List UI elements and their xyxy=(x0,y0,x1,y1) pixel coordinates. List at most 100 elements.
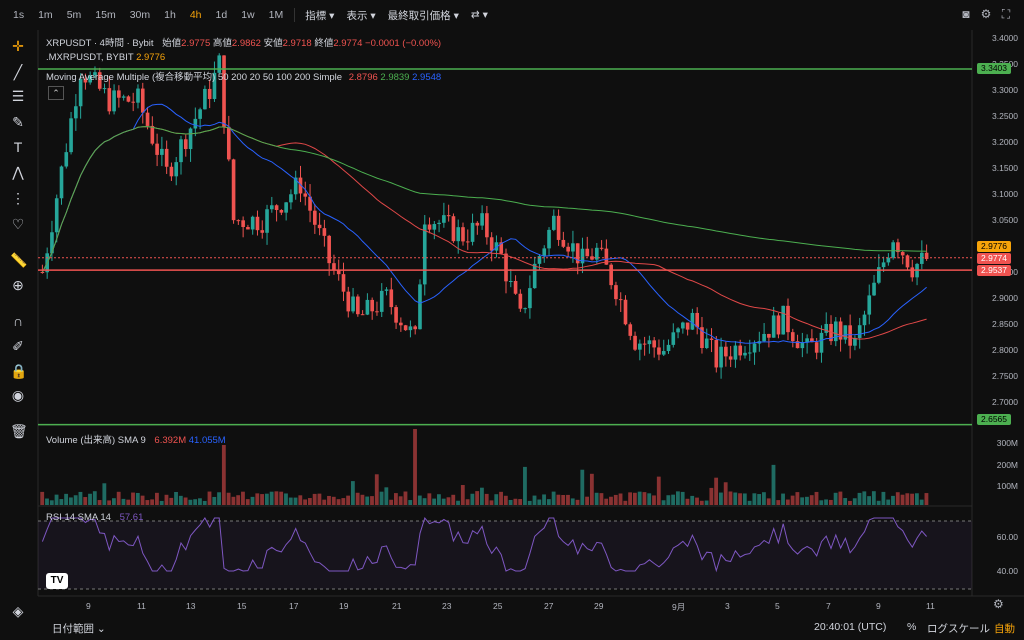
timeframe-30m[interactable]: 30m xyxy=(129,9,151,21)
timeframe-5m[interactable]: 5m xyxy=(66,9,82,21)
candle-body xyxy=(341,274,346,292)
volume-bar xyxy=(618,493,623,505)
volume-bar xyxy=(532,495,537,505)
ma-legend: Moving Average Multiple (複合移動平均) 50 200 … xyxy=(46,72,442,83)
percent-toggle[interactable]: % xyxy=(907,621,917,633)
candle-body xyxy=(532,263,537,289)
auto-scale-toggle[interactable]: 自動 xyxy=(994,623,1015,635)
volume-bar xyxy=(566,494,570,505)
timeframe-15m[interactable]: 15m xyxy=(95,9,116,21)
volume-bar xyxy=(298,495,303,505)
candle-body xyxy=(795,341,800,349)
volume-bar xyxy=(40,491,45,505)
timeframe-1h[interactable]: 1h xyxy=(164,9,176,21)
candle-body xyxy=(838,321,843,340)
candle-body xyxy=(164,148,169,167)
forecast-icon[interactable]: ⋮ xyxy=(11,190,25,206)
volume-bar xyxy=(241,491,245,505)
volume-bar xyxy=(637,491,642,505)
layers-icon[interactable]: ◈ xyxy=(12,603,24,619)
settings-icon[interactable]: ⚙ xyxy=(980,7,992,21)
heart-icon[interactable]: ♡ xyxy=(11,216,25,232)
candle-body xyxy=(886,257,891,263)
log-scale-toggle[interactable]: ログスケール xyxy=(927,623,990,635)
candle-body xyxy=(198,109,202,119)
volume-bar xyxy=(293,497,298,505)
timeframe-1s[interactable]: 1s xyxy=(13,9,25,21)
candle-body xyxy=(747,352,752,354)
volume-bar xyxy=(570,498,575,505)
compare-icon[interactable]: ⇄ ▾ xyxy=(470,9,488,21)
volume-bar xyxy=(432,498,437,505)
timeframe-1d[interactable]: 1d xyxy=(215,9,228,21)
collapse-legend-icon[interactable]: ⌃ xyxy=(48,86,64,100)
brush-icon[interactable]: ✎ xyxy=(12,114,24,130)
volume-bar xyxy=(795,492,800,505)
volume-bar xyxy=(155,492,159,505)
ma-200-line xyxy=(41,126,927,273)
volume-bar xyxy=(489,500,494,505)
fullscreen-icon[interactable]: ⛶ xyxy=(1001,7,1011,21)
eye-icon[interactable]: ◉ xyxy=(11,387,25,403)
volume-bar xyxy=(900,494,905,505)
timeframe-4h[interactable]: 4h xyxy=(189,9,202,21)
zoom-in-icon[interactable]: ⊕ xyxy=(12,277,24,293)
candle-body xyxy=(580,248,585,264)
volume-bar xyxy=(537,499,542,505)
candle-body xyxy=(676,328,680,333)
candle-body xyxy=(489,237,494,251)
volume-bar xyxy=(699,500,704,505)
volume-bar xyxy=(408,500,413,505)
candle-body xyxy=(724,346,728,357)
candle-body xyxy=(733,345,738,360)
timeframe-1m[interactable]: 1m xyxy=(38,9,53,21)
price-tick: 3.4000 xyxy=(992,33,1018,43)
timeframe-1M[interactable]: 1M xyxy=(268,9,284,21)
candle-body xyxy=(571,243,575,252)
volume-bar xyxy=(355,492,360,505)
volume-bar xyxy=(857,492,862,505)
date-range-button[interactable]: 日付範囲 ⌄ xyxy=(52,623,106,635)
candle-body xyxy=(709,338,714,340)
lock-icon[interactable]: 🔒 xyxy=(10,363,28,379)
trendline-icon[interactable]: ╱ xyxy=(13,64,23,80)
volume-bar xyxy=(652,495,656,505)
camera-icon[interactable]: ◙ xyxy=(962,7,970,21)
candle-body xyxy=(857,325,862,339)
date-tick: 13 xyxy=(186,601,196,611)
axis-settings-icon[interactable]: ⚙ xyxy=(993,597,1004,611)
candle-body xyxy=(470,222,475,242)
fib-icon[interactable]: ☰ xyxy=(11,88,25,104)
candle-body xyxy=(112,90,116,112)
ruler-icon[interactable]: 📏 xyxy=(10,252,28,268)
volume-bar xyxy=(245,499,250,505)
candle-body xyxy=(97,72,102,89)
lock-pencil-icon[interactable]: ✐ xyxy=(12,338,24,354)
volume-bar xyxy=(766,498,771,505)
trash-icon[interactable]: 🗑 xyxy=(10,423,28,439)
candle-body xyxy=(623,299,628,325)
volume-bar xyxy=(260,494,264,505)
volume-bar xyxy=(422,498,427,505)
candle-body xyxy=(88,75,93,83)
last-price-menu[interactable]: 最終取引価格 ▾ xyxy=(387,9,459,22)
view-menu[interactable]: 表示 ▾ xyxy=(346,9,376,22)
volume-bar xyxy=(747,500,752,505)
volume-bar xyxy=(207,491,212,505)
volume-bar xyxy=(585,496,589,505)
pattern-icon[interactable]: ⋀ xyxy=(12,164,24,180)
symbol-label[interactable]: XRPUSDT · 4時間 · Bybit xyxy=(46,38,154,49)
text-icon[interactable]: T xyxy=(13,139,23,155)
volume-bar xyxy=(174,491,178,505)
indicators-menu[interactable]: 指標 ▾ xyxy=(305,9,335,22)
volume-bar xyxy=(307,498,312,505)
date-tick: 7 xyxy=(826,601,831,611)
price-tick: 2.8500 xyxy=(992,319,1018,329)
date-tick: 9 xyxy=(86,601,91,611)
volume-bar xyxy=(236,495,241,505)
candle-body xyxy=(566,246,570,252)
magnet-icon[interactable]: ∩ xyxy=(12,313,24,329)
timeframe-1w[interactable]: 1w xyxy=(241,9,255,21)
crosshair-icon[interactable]: ✛ xyxy=(12,38,24,54)
